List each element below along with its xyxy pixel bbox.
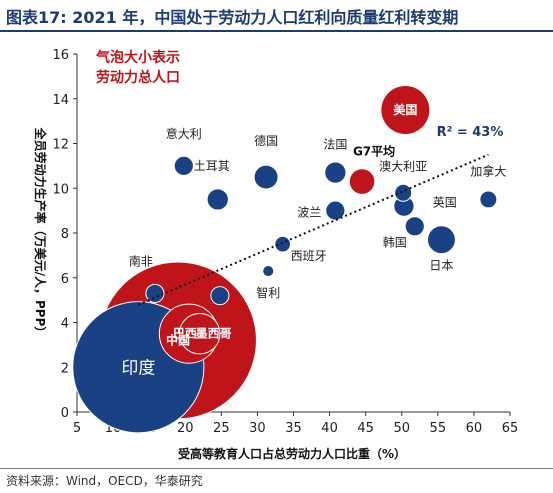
bubble — [253, 164, 279, 190]
x-tick-label: 30 — [249, 421, 266, 436]
point-label: 中国 — [166, 332, 190, 347]
trendline — [137, 153, 489, 306]
bubble — [178, 312, 221, 355]
y-tick-label: 0 — [61, 406, 69, 421]
bubble — [394, 183, 413, 202]
bubble — [324, 161, 347, 184]
title-underline — [0, 30, 553, 32]
y-tick-label: 4 — [61, 317, 69, 332]
r-squared-label: R² = 43% — [437, 125, 504, 140]
x-tick-label: 55 — [430, 421, 447, 436]
bubbles-layer — [72, 85, 498, 434]
y-axis-label: 全员劳动力生产率（万美元/人，PPP） — [33, 127, 48, 339]
legend-line-2: 劳动力总人口 — [96, 69, 180, 86]
bubble-chart: 51015202530354045505560650246810121416 美… — [33, 48, 519, 461]
x-tick-label: 20 — [177, 421, 194, 436]
x-tick-label: 25 — [213, 421, 230, 436]
legend-bubble-label: 美国 — [393, 102, 417, 117]
x-tick-label: 45 — [357, 421, 374, 436]
bubble — [262, 264, 275, 278]
bubble — [210, 286, 230, 306]
source-note: 资料来源：Wind，OECD，华泰研究 — [6, 474, 203, 488]
point-label: G7平均 — [353, 144, 395, 159]
trendline-layer — [137, 153, 489, 306]
point-label: 韩国 — [383, 234, 407, 249]
y-tick-label: 2 — [61, 361, 69, 376]
point-label: 印度 — [121, 358, 155, 378]
bubble — [479, 190, 498, 209]
bubble — [426, 225, 456, 255]
x-tick-label: 65 — [502, 421, 519, 436]
point-label: 法国 — [323, 138, 347, 152]
x-axis-label: 受高等教育人口占总劳动力人口比重（%） — [178, 446, 406, 461]
legend-bubble — [381, 85, 430, 134]
point-label: 土耳其 — [194, 159, 230, 173]
point-label: 墨西哥 — [196, 327, 232, 341]
point-label: 波兰 — [297, 206, 321, 220]
legend-layer: 气泡大小表示 劳动力总人口 R² = 43% — [95, 49, 503, 140]
legend-line-1: 气泡大小表示 — [95, 49, 180, 66]
x-tick-label: 40 — [321, 421, 338, 436]
x-tick-label: 5 — [73, 421, 81, 436]
point-label: 西班牙 — [291, 249, 327, 263]
point-label: 日本 — [429, 259, 453, 273]
bubble — [404, 216, 425, 237]
point-label: 英国 — [433, 195, 457, 209]
bubble — [145, 283, 165, 303]
y-tick-label: 16 — [52, 48, 69, 63]
x-tick-label: 35 — [285, 421, 302, 436]
point-label: 加拿大 — [470, 163, 506, 178]
point-label: 澳大利亚 — [379, 160, 427, 174]
x-tick-label: 50 — [393, 421, 410, 436]
point-label: 德国 — [254, 133, 278, 148]
figure-title: 图表17: 2021 年，中国处于劳动力人口红利向质量红利转变期 — [6, 8, 459, 27]
y-tick-label: 8 — [61, 227, 69, 242]
bubble — [173, 155, 194, 176]
y-tick-label: 12 — [52, 138, 69, 153]
bubble — [348, 168, 376, 195]
source-divider — [0, 468, 553, 469]
point-label: 南非 — [129, 253, 153, 268]
x-tick-label: 60 — [466, 421, 483, 436]
point-label: 意大利 — [166, 126, 202, 141]
point-label: 智利 — [256, 285, 280, 300]
point-label: 巴西 — [173, 327, 197, 341]
y-tick-label: 14 — [52, 93, 69, 108]
bubble — [206, 188, 229, 211]
y-tick-label: 6 — [61, 272, 69, 287]
y-tick-label: 10 — [52, 182, 69, 197]
bubble — [325, 200, 346, 221]
